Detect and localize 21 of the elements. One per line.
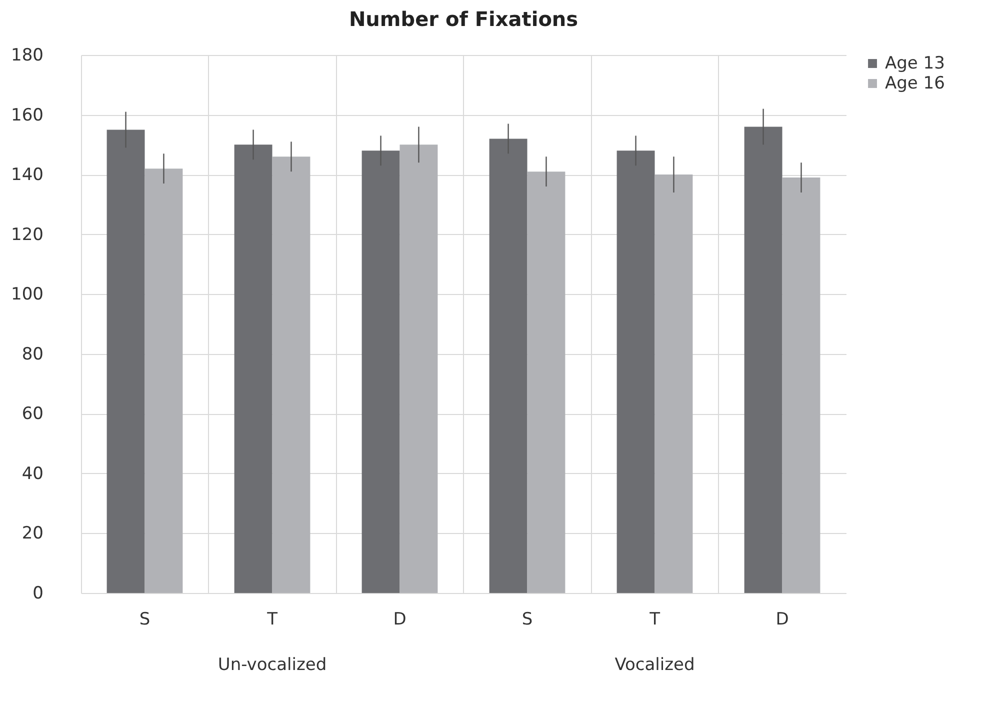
y-tick-label: 0 [32, 584, 44, 604]
text: Vocalized [614, 655, 695, 675]
y-tick-label: 80 [22, 344, 44, 364]
y-tick-label: 60 [22, 404, 44, 424]
y-tick-label: 20 [22, 524, 44, 544]
legend-label: Age 13 [885, 54, 945, 74]
legend-label: Age 16 [885, 74, 945, 94]
y-tick-label: 140 [11, 165, 44, 186]
x-tick-label: T [266, 610, 278, 630]
y-tick-label: 120 [11, 224, 44, 245]
y-tick-label: 40 [22, 464, 44, 484]
text: Un-vocalized [218, 655, 327, 675]
x-tick-label: T [648, 610, 661, 630]
y-tick-label: 160 [11, 105, 44, 126]
x-tick-label: S [522, 610, 533, 630]
x-tick-label: D [776, 610, 789, 630]
x-tick-label: D [393, 610, 406, 630]
y-tick-label: 100 [11, 284, 44, 305]
y-tick-label: 180 [11, 46, 44, 66]
x-tick-label: S [139, 610, 150, 630]
chart-title: Number of Fixations [348, 7, 578, 31]
